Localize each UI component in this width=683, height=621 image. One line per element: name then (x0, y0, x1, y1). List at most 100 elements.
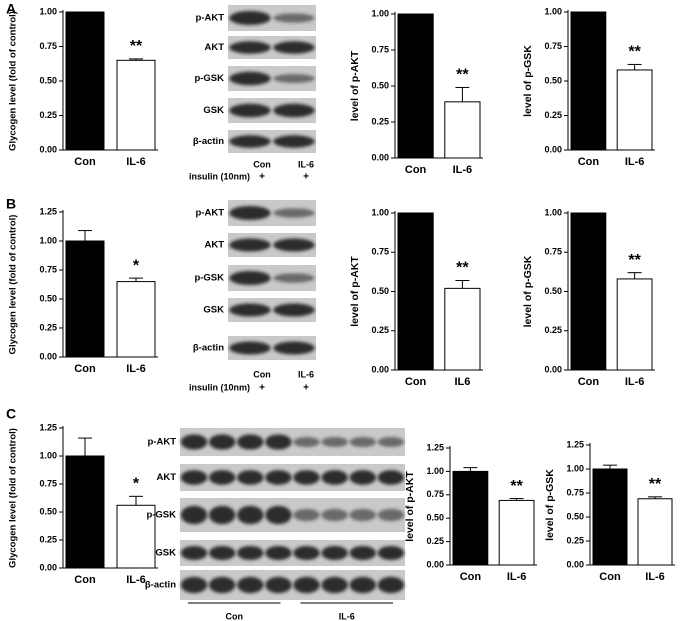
lane-label: Con (253, 159, 271, 169)
bar (570, 11, 607, 151)
blot-row-label: p-GSK (146, 510, 176, 521)
blot-row-label: β-actin (193, 136, 224, 147)
y-tick-label: 0.00 (544, 364, 562, 374)
y-tick-label: 1.00 (544, 6, 562, 16)
blot-band (293, 576, 320, 594)
blot-band (377, 436, 405, 448)
y-axis-label: Glycogen level (fold of control) (8, 428, 19, 568)
blot-band (349, 508, 377, 522)
blot-band (273, 208, 315, 218)
bar (444, 101, 481, 159)
bar (397, 212, 434, 371)
x-tick-label: Con (74, 363, 96, 375)
y-tick-label: 0.50 (371, 80, 389, 90)
y-tick-label: 1.25 (566, 439, 584, 449)
bar (65, 240, 105, 358)
y-axis-label: level of p-AKT (404, 471, 416, 542)
y-tick-label: 1.00 (544, 207, 562, 217)
y-tick-label: 1.25 (426, 442, 444, 452)
y-tick-label: 0.50 (544, 286, 562, 296)
blot-row-label: AKT (156, 472, 176, 483)
group-label: Con (226, 611, 244, 621)
blot-band (377, 576, 405, 594)
significance: ** (649, 476, 662, 493)
blot-band (273, 303, 315, 317)
blot-band (273, 273, 315, 283)
y-tick-label: 0.25 (39, 110, 57, 120)
y-tick-label: 0.75 (39, 41, 57, 51)
y-tick-label: 0.00 (544, 144, 562, 154)
blot-row-label: GSK (203, 105, 224, 116)
blot-band (321, 508, 348, 522)
significance: * (133, 476, 140, 493)
y-axis-label: Glycogen level (fold of control) (8, 11, 19, 151)
blot-band (273, 238, 315, 252)
blot-band (229, 238, 271, 252)
blot-band (293, 545, 320, 561)
y-tick-label: 0.00 (39, 351, 57, 361)
blot-row-label: p-AKT (148, 437, 177, 448)
blot-band (180, 470, 208, 485)
x-tick-label: Con (578, 376, 600, 388)
x-tick-label: IL6 (454, 376, 470, 388)
blot-band (273, 13, 315, 23)
blot-band (265, 434, 292, 450)
y-tick-label: 0.25 (371, 116, 389, 126)
treatment-label: insulin (10nm) (189, 171, 250, 181)
blot-band (321, 470, 348, 485)
blot-band (237, 470, 264, 485)
x-tick-label: Con (578, 156, 600, 168)
significance: ** (456, 260, 469, 277)
blot-band (180, 434, 208, 450)
blot-band (229, 303, 271, 317)
y-tick-label: 0.75 (371, 44, 389, 54)
y-axis-label: level of p-GSK (522, 45, 534, 117)
y-tick-label: 1.00 (566, 463, 584, 473)
significance: ** (456, 67, 469, 84)
y-axis-label: level of p-AKT (349, 256, 361, 327)
y-axis-label: Glycogen level (fold of control) (8, 215, 19, 355)
blot-band (180, 545, 208, 561)
blot-band (293, 436, 320, 448)
y-tick-label: 0.50 (426, 513, 444, 523)
blot-row-label: GSK (155, 548, 176, 559)
bar (570, 212, 607, 371)
y-tick-label: 1.00 (371, 8, 389, 18)
blot-band (377, 508, 405, 522)
blot-row-label: GSK (203, 305, 224, 316)
y-tick-label: 0.50 (544, 75, 562, 85)
y-tick-label: 0.00 (426, 559, 444, 569)
y-tick-label: 0.50 (371, 286, 389, 296)
significance: * (133, 257, 140, 274)
blot-band (237, 576, 264, 594)
bar (65, 455, 105, 569)
blot-band (273, 341, 315, 355)
y-tick-label: 0.75 (566, 487, 584, 497)
bar (116, 281, 156, 358)
y-tick-label: 1.00 (39, 450, 57, 460)
blot-band (229, 270, 271, 286)
x-tick-label: IL-6 (625, 156, 645, 168)
y-tick-label: 0.00 (371, 152, 389, 162)
y-axis-label: level of p-GSK (522, 255, 534, 327)
x-tick-label: IL-6 (453, 164, 473, 176)
blot-band (321, 576, 348, 594)
bar (444, 287, 481, 371)
significance: ** (628, 252, 641, 269)
blot-row-label: p-AKT (196, 13, 225, 24)
x-tick-label: Con (74, 156, 96, 168)
y-tick-label: 0.25 (39, 534, 57, 544)
blot-band (208, 545, 236, 561)
significance: ** (628, 44, 641, 61)
panel-letter: C (6, 406, 16, 422)
y-tick-label: 0.75 (544, 41, 562, 51)
x-tick-label: IL-6 (507, 571, 527, 583)
blot-band (229, 205, 271, 221)
blot-row-label: p-GSK (194, 273, 224, 284)
blot-band (349, 576, 377, 594)
lane-label: IL-6 (298, 369, 314, 379)
panel-letter: A (6, 1, 16, 17)
blot-band (273, 74, 315, 83)
y-tick-label: 0.50 (39, 506, 57, 516)
